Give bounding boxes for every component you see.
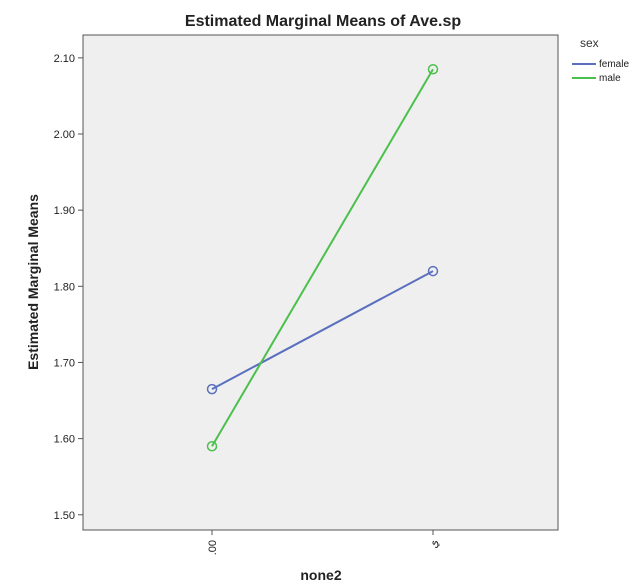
y-tick-label: 1.90 (54, 205, 75, 217)
legend-title: sex (580, 36, 599, 50)
y-axis: 1.50 1.60 1.70 1.80 1.90 2.00 2.10 (54, 53, 83, 522)
legend-label-female: female (599, 59, 629, 70)
legend-label-male: male (599, 73, 621, 84)
series-line-female (211, 270, 434, 390)
data-point-female-1 (427, 265, 439, 277)
series-layer (206, 64, 439, 452)
y-tick-label: 2.10 (54, 53, 75, 65)
data-point-male-1 (427, 64, 439, 75)
chart-title: Estimated Marginal Means of Ave.sp (185, 13, 461, 30)
series-line-male (211, 68, 434, 447)
y-tick-label: 1.60 (54, 434, 75, 446)
y-axis-title: Estimated Marginal Means (25, 194, 41, 370)
legend-items: female male (572, 59, 629, 84)
data-point-female-0 (206, 383, 218, 395)
legend: sex female male (572, 36, 629, 84)
y-tick-label: 2.00 (54, 129, 75, 141)
x-tick-label: .00 (207, 540, 219, 555)
x-axis-title: none2 (300, 567, 341, 583)
y-tick-label: 1.50 (54, 510, 75, 522)
y-tick-label: 1.70 (54, 357, 75, 369)
y-tick-label: 1.80 (54, 281, 75, 293)
data-point-male-0 (206, 440, 218, 452)
plot-area (82, 34, 559, 531)
x-axis: .00 ي (207, 530, 440, 555)
x-tick-label: ي (428, 540, 440, 549)
